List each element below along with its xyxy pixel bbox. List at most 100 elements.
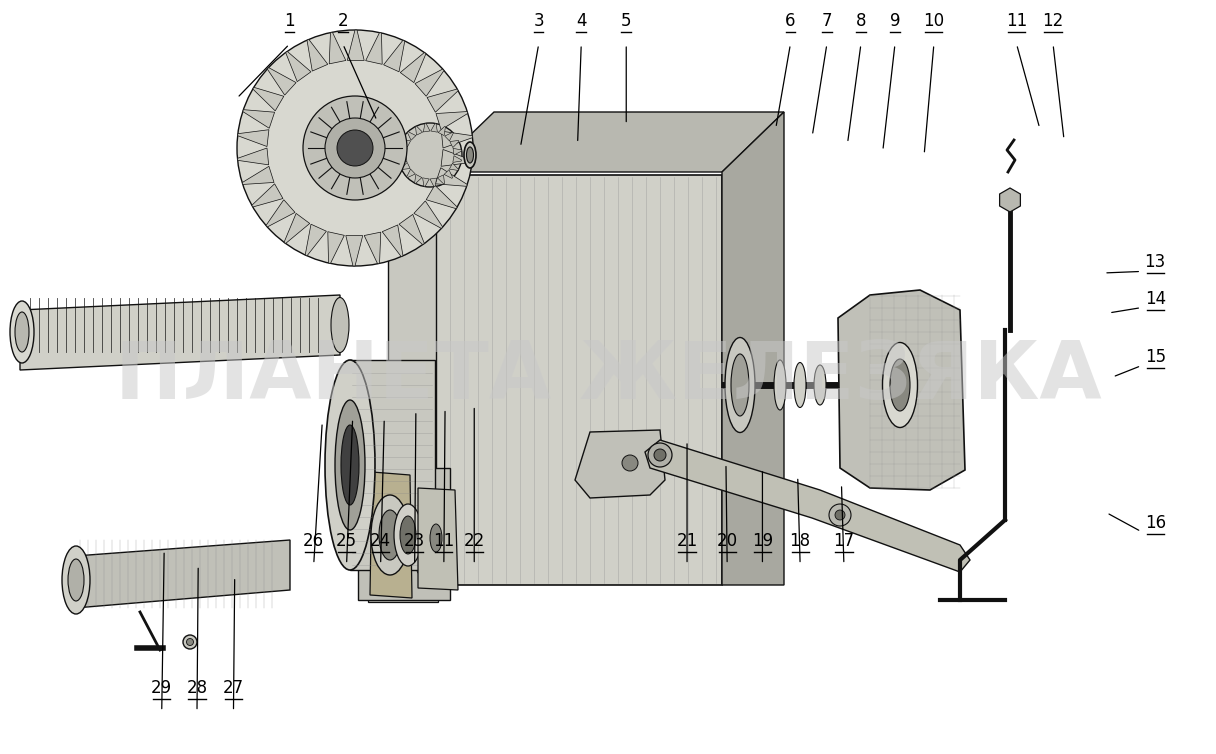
Ellipse shape	[794, 363, 806, 407]
Polygon shape	[722, 112, 784, 585]
Circle shape	[396, 565, 407, 575]
Text: 22: 22	[463, 532, 485, 550]
Polygon shape	[1000, 188, 1020, 212]
Circle shape	[325, 118, 385, 178]
Ellipse shape	[731, 354, 749, 416]
Polygon shape	[328, 231, 344, 263]
Polygon shape	[426, 185, 457, 209]
Ellipse shape	[890, 359, 910, 411]
Polygon shape	[19, 295, 340, 370]
Ellipse shape	[331, 298, 349, 353]
Ellipse shape	[15, 312, 29, 352]
Text: 28: 28	[186, 679, 208, 697]
Circle shape	[337, 130, 373, 166]
Polygon shape	[415, 69, 444, 97]
Polygon shape	[268, 68, 297, 95]
Text: 26: 26	[303, 532, 325, 550]
Ellipse shape	[430, 524, 441, 552]
Ellipse shape	[186, 639, 193, 645]
Text: 17: 17	[833, 532, 855, 550]
Ellipse shape	[10, 301, 34, 363]
Polygon shape	[370, 472, 412, 598]
Polygon shape	[407, 132, 416, 140]
Text: 23: 23	[404, 532, 426, 550]
Polygon shape	[345, 235, 362, 266]
Polygon shape	[430, 124, 438, 132]
Polygon shape	[450, 163, 458, 170]
Ellipse shape	[340, 425, 359, 505]
Circle shape	[417, 183, 427, 193]
Polygon shape	[437, 112, 468, 130]
Ellipse shape	[400, 516, 416, 554]
Circle shape	[398, 123, 462, 187]
Polygon shape	[441, 149, 472, 167]
Polygon shape	[365, 232, 381, 264]
Polygon shape	[441, 131, 473, 148]
Polygon shape	[838, 290, 966, 490]
Ellipse shape	[325, 360, 375, 570]
Text: 16: 16	[1144, 513, 1166, 532]
Polygon shape	[423, 123, 430, 132]
Circle shape	[648, 443, 672, 467]
Polygon shape	[401, 139, 411, 147]
Polygon shape	[452, 156, 462, 162]
Polygon shape	[286, 51, 311, 81]
Circle shape	[237, 30, 473, 266]
Circle shape	[623, 455, 638, 471]
Ellipse shape	[394, 504, 422, 566]
Text: 5: 5	[621, 12, 631, 30]
Text: 25: 25	[336, 532, 358, 550]
Ellipse shape	[68, 559, 84, 601]
Ellipse shape	[379, 510, 401, 560]
Ellipse shape	[62, 546, 90, 614]
Polygon shape	[368, 558, 438, 602]
Polygon shape	[237, 148, 269, 165]
Polygon shape	[406, 169, 416, 178]
Text: 20: 20	[716, 532, 738, 550]
Polygon shape	[430, 178, 437, 187]
Polygon shape	[423, 178, 429, 186]
Ellipse shape	[182, 635, 197, 649]
Polygon shape	[366, 32, 382, 64]
Ellipse shape	[334, 400, 365, 530]
Polygon shape	[399, 214, 424, 244]
Polygon shape	[237, 130, 269, 146]
Polygon shape	[350, 360, 435, 570]
Polygon shape	[388, 160, 437, 598]
Ellipse shape	[465, 142, 475, 168]
Polygon shape	[252, 184, 283, 207]
Polygon shape	[444, 170, 452, 179]
Polygon shape	[285, 213, 310, 244]
Text: 10: 10	[923, 12, 945, 30]
Polygon shape	[427, 89, 458, 112]
Text: 27: 27	[223, 679, 244, 697]
Circle shape	[654, 449, 666, 461]
Polygon shape	[415, 174, 422, 183]
Polygon shape	[450, 140, 458, 148]
Polygon shape	[266, 200, 295, 227]
Polygon shape	[382, 225, 402, 256]
Circle shape	[835, 510, 845, 520]
Circle shape	[396, 183, 407, 193]
Text: 11: 11	[1006, 12, 1028, 30]
Polygon shape	[383, 40, 405, 72]
Ellipse shape	[814, 365, 826, 405]
Text: 7: 7	[822, 12, 832, 30]
Polygon shape	[75, 540, 289, 608]
Ellipse shape	[371, 495, 409, 575]
Text: 29: 29	[151, 679, 173, 697]
Text: 8: 8	[856, 12, 866, 30]
Polygon shape	[243, 109, 275, 128]
Polygon shape	[348, 30, 365, 60]
Text: 24: 24	[370, 532, 392, 550]
Polygon shape	[575, 430, 665, 498]
Text: ПЛАНЕТА ЖЕЛЕЗЯКА: ПЛАНЕТА ЖЕЛЕЗЯКА	[114, 338, 1102, 416]
Polygon shape	[401, 162, 410, 170]
Text: 9: 9	[890, 12, 900, 30]
Circle shape	[303, 96, 407, 200]
Text: 4: 4	[576, 12, 586, 30]
Polygon shape	[305, 224, 326, 256]
Circle shape	[417, 565, 427, 575]
Text: 15: 15	[1144, 348, 1166, 366]
Ellipse shape	[467, 147, 473, 163]
